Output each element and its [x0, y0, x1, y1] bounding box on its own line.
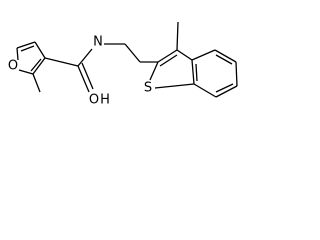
bond [195, 63, 198, 82]
bond [215, 83, 234, 93]
bond [30, 58, 42, 72]
bond [77, 48, 93, 67]
bond [18, 69, 34, 75]
bond [44, 57, 79, 67]
bond [193, 83, 217, 98]
bond [154, 83, 195, 89]
bond [77, 65, 90, 93]
bond [20, 45, 35, 52]
bond [215, 85, 238, 98]
atom-label: S [144, 81, 152, 96]
atom-label: O [8, 59, 18, 74]
bond [214, 49, 237, 63]
bond [124, 43, 141, 63]
bonds [16, 21, 238, 98]
bond [191, 59, 195, 85]
atom-label: N [93, 35, 103, 50]
bond [149, 61, 159, 81]
bond [32, 57, 46, 75]
bond [16, 41, 36, 49]
bond [215, 54, 233, 65]
bond [191, 49, 216, 61]
bond [32, 73, 41, 93]
bond [176, 49, 193, 61]
bond [159, 54, 178, 67]
bond [81, 62, 94, 90]
bond [157, 49, 178, 63]
bond [235, 61, 238, 87]
molecule: O O N H S [8, 21, 238, 108]
bond [176, 21, 179, 51]
bond [16, 47, 19, 61]
atom-label: O [89, 93, 99, 108]
atom-label: H [100, 93, 110, 108]
bond [34, 41, 46, 59]
